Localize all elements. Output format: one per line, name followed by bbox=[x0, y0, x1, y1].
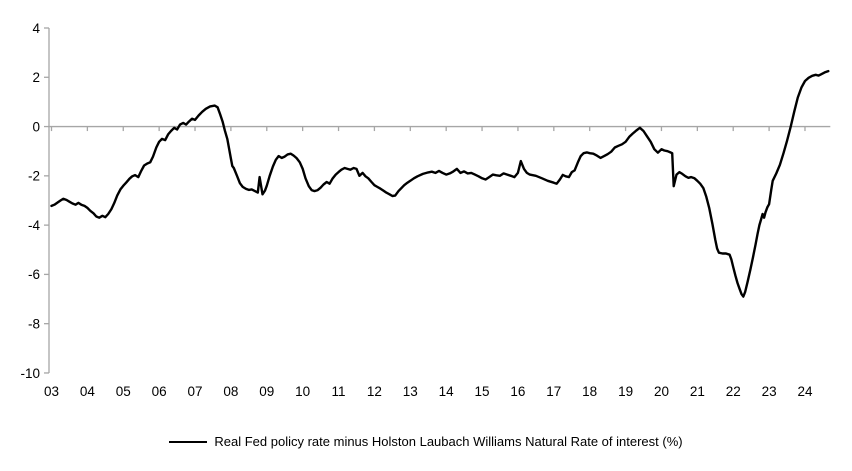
x-tick-label: 03 bbox=[44, 384, 59, 399]
x-tick-label: 23 bbox=[762, 384, 777, 399]
x-tick-label: 17 bbox=[546, 384, 561, 399]
x-tick-label: 05 bbox=[116, 384, 131, 399]
x-tick-label: 18 bbox=[582, 384, 597, 399]
x-tick-label: 12 bbox=[367, 384, 382, 399]
y-tick-label: -4 bbox=[28, 218, 40, 233]
legend-line-swatch bbox=[169, 440, 208, 443]
y-tick-label: -8 bbox=[28, 316, 40, 331]
y-tick-label: 2 bbox=[32, 70, 40, 85]
x-tick-label: 14 bbox=[439, 384, 455, 399]
legend-label: Real Fed policy rate minus Holston Lauba… bbox=[214, 434, 683, 449]
data-series-line bbox=[50, 69, 830, 298]
x-tick-label: 07 bbox=[188, 384, 203, 399]
x-tick-label: 19 bbox=[618, 384, 633, 399]
x-tick-label: 04 bbox=[80, 384, 96, 399]
x-tick-label: 11 bbox=[332, 384, 346, 399]
y-tick-label: -2 bbox=[28, 169, 40, 184]
y-tick-label: -6 bbox=[28, 267, 40, 282]
x-tick-label: 09 bbox=[259, 384, 274, 399]
x-tick-label: 24 bbox=[797, 384, 813, 399]
x-tick-label: 21 bbox=[690, 384, 705, 399]
x-tick-label: 15 bbox=[475, 384, 490, 399]
x-tick-label: 08 bbox=[223, 384, 238, 399]
x-tick-label: 06 bbox=[152, 384, 167, 399]
y-tick-label: -10 bbox=[20, 366, 40, 381]
x-tick-label: 16 bbox=[510, 384, 525, 399]
x-tick-label: 20 bbox=[654, 384, 669, 399]
y-tick-label: 0 bbox=[32, 119, 40, 134]
x-tick-label: 10 bbox=[295, 384, 310, 399]
legend: Real Fed policy rate minus Holston Lauba… bbox=[0, 434, 852, 449]
x-tick-label: 13 bbox=[403, 384, 418, 399]
y-tick-label: 4 bbox=[32, 21, 40, 36]
x-tick-label: 22 bbox=[726, 384, 741, 399]
